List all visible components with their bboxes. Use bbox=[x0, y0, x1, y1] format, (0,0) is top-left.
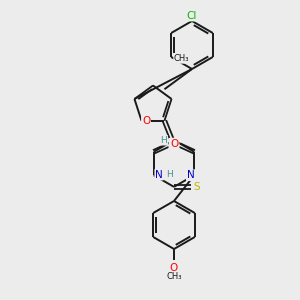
Text: O: O bbox=[170, 139, 178, 149]
Text: O: O bbox=[169, 139, 178, 149]
Text: H: H bbox=[160, 136, 167, 145]
Text: S: S bbox=[193, 182, 200, 192]
Text: O: O bbox=[142, 116, 150, 126]
Text: CH₃: CH₃ bbox=[174, 54, 190, 63]
Text: N: N bbox=[187, 170, 194, 180]
Text: N: N bbox=[155, 169, 163, 180]
Text: CH₃: CH₃ bbox=[166, 272, 182, 281]
Text: Cl: Cl bbox=[187, 11, 197, 21]
Text: O: O bbox=[170, 263, 178, 273]
Text: H: H bbox=[166, 170, 173, 179]
